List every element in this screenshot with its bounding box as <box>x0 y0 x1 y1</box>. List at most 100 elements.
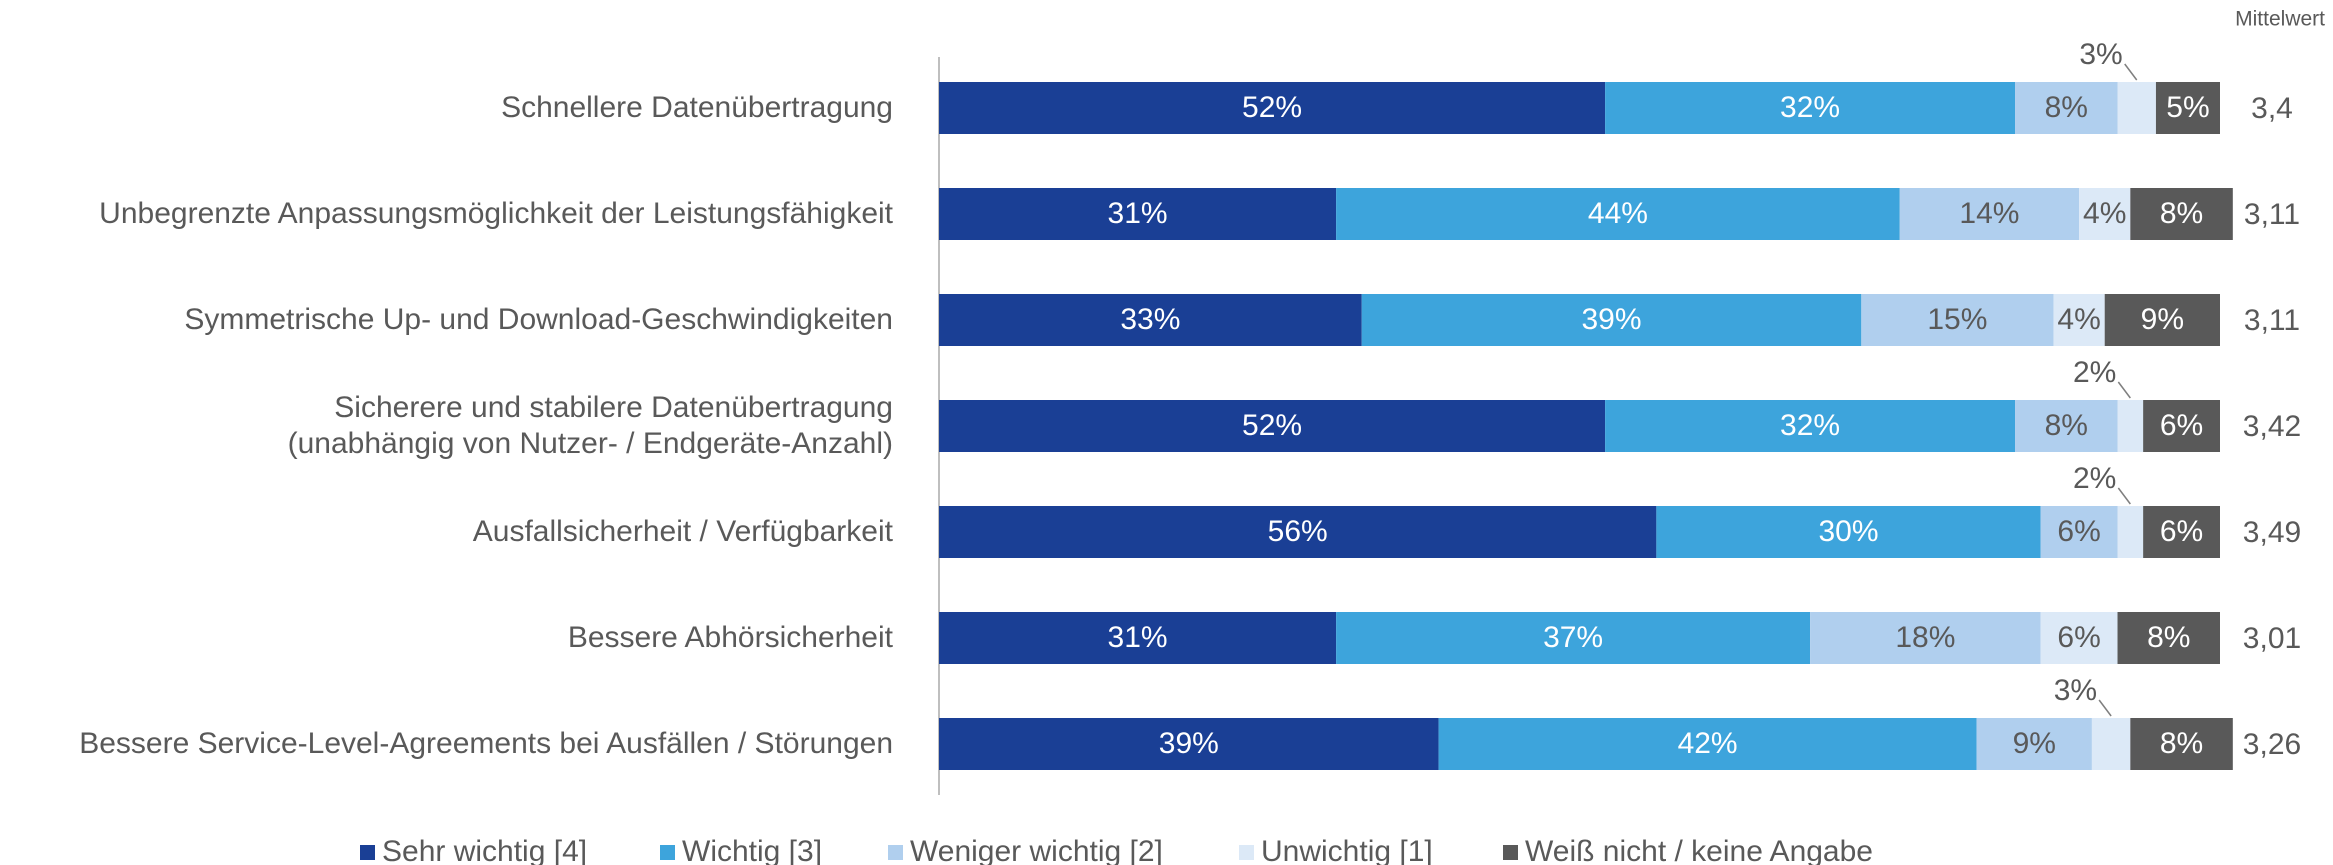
legend-label: Weiß nicht / keine Angabe <box>1525 835 1873 865</box>
category-label: Sicherere und stabilere Datenübertragung… <box>287 391 893 460</box>
bar-segment <box>2040 612 2118 664</box>
value-label: 2% <box>2073 462 2116 495</box>
value-label: 14% <box>1959 197 2019 230</box>
bar-segment <box>2143 506 2220 558</box>
category-label: Bessere Service-Level-Agreements bei Aus… <box>79 727 893 760</box>
mean-label: 3,42 <box>2243 410 2301 443</box>
bar-segment <box>1438 718 1977 770</box>
bar-segment <box>2155 82 2220 134</box>
category-label: Unbegrenzte Anpassungsmöglichkeit der Le… <box>99 197 893 230</box>
value-label: 9% <box>2141 303 2184 336</box>
bar-segment <box>2130 188 2233 240</box>
value-label: 3% <box>2079 38 2122 71</box>
value-label: 9% <box>2013 727 2056 760</box>
value-label: 33% <box>1120 303 1180 336</box>
value-label: 5% <box>2166 91 2209 124</box>
value-label: 30% <box>1818 515 1878 548</box>
bar-segment <box>2117 82 2156 134</box>
bar-segment <box>2040 506 2118 558</box>
mean-label: 3,49 <box>2243 516 2301 549</box>
bar-segment <box>2117 612 2220 664</box>
mean-label: 3,11 <box>2244 198 2300 231</box>
bar-segment <box>1605 82 2016 134</box>
bar-segment <box>1361 294 1862 346</box>
legend-label: Wichtig [3] <box>682 835 822 865</box>
bar-segment <box>2079 188 2131 240</box>
mean-header: Mittelwert <box>2235 8 2325 31</box>
value-label: 2% <box>2073 356 2116 389</box>
legend-label: Sehr wichtig [4] <box>382 835 587 865</box>
value-label: 56% <box>1268 515 1328 548</box>
bar-segment <box>2130 718 2233 770</box>
leader-line <box>2124 63 2138 81</box>
bar-segment <box>1861 294 2054 346</box>
value-label: 4% <box>2083 197 2126 230</box>
bar-segment <box>939 612 1337 664</box>
bar-segment <box>1656 506 2041 558</box>
bar-segment <box>939 188 1337 240</box>
value-label: 6% <box>2160 409 2203 442</box>
bar-segment <box>1336 188 1900 240</box>
value-label: 39% <box>1582 303 1642 336</box>
leader-line <box>2098 699 2112 717</box>
bar-segment <box>2104 294 2220 346</box>
legend-swatch <box>660 845 675 860</box>
mean-label: 3,4 <box>2251 92 2293 125</box>
bar-segment <box>2143 400 2220 452</box>
legend-swatch <box>1239 845 1254 860</box>
value-label: 8% <box>2045 409 2088 442</box>
mean-label: 3,01 <box>2243 622 2301 655</box>
bar-segment <box>2015 400 2118 452</box>
category-label: Symmetrische Up- und Download-Geschwindi… <box>184 303 893 336</box>
value-label: 6% <box>2057 621 2100 654</box>
legend-label: Unwichtig [1] <box>1261 835 1433 865</box>
bar-segment <box>939 82 1606 134</box>
value-label: 8% <box>2160 197 2203 230</box>
value-label: 44% <box>1588 197 1648 230</box>
value-label: 8% <box>2045 91 2088 124</box>
category-label: Schnellere Datenübertragung <box>501 91 893 124</box>
value-label: 52% <box>1242 409 1302 442</box>
legend-swatch <box>1503 845 1518 860</box>
value-label: 4% <box>2057 303 2100 336</box>
bar-segment <box>2117 400 2144 452</box>
value-label: 8% <box>2147 621 2190 654</box>
value-label: 31% <box>1108 197 1168 230</box>
bar-segment <box>939 400 1606 452</box>
value-label: 18% <box>1895 621 1955 654</box>
value-label: 31% <box>1108 621 1168 654</box>
bar-segment <box>1976 718 2092 770</box>
leader-line <box>2117 487 2131 505</box>
value-label: 6% <box>2160 515 2203 548</box>
value-label: 52% <box>1242 91 1302 124</box>
bar-segment <box>2015 82 2118 134</box>
value-label: 6% <box>2057 515 2100 548</box>
mean-label: 3,11 <box>2244 304 2300 337</box>
category-label: Ausfallsicherheit / Verfügbarkeit <box>472 515 893 548</box>
bar-segment <box>1605 400 2016 452</box>
value-label: 32% <box>1780 409 1840 442</box>
legend-swatch <box>888 845 903 860</box>
bar-segment <box>2091 718 2131 770</box>
legend-swatch <box>360 845 375 860</box>
value-label: 42% <box>1678 727 1738 760</box>
value-label: 3% <box>2054 674 2097 707</box>
value-label: 15% <box>1927 303 1987 336</box>
bar-segment <box>2053 294 2105 346</box>
mean-label: 3,26 <box>2243 728 2301 761</box>
value-label: 32% <box>1780 91 1840 124</box>
bar-segment <box>1899 188 2080 240</box>
category-label: Bessere Abhörsicherheit <box>567 621 893 654</box>
value-label: 39% <box>1159 727 1219 760</box>
bar-segment <box>1810 612 2041 664</box>
value-label: 37% <box>1543 621 1603 654</box>
bar-segment <box>2117 506 2144 558</box>
bar-segment <box>939 294 1362 346</box>
leader-line <box>2117 381 2131 399</box>
value-label: 8% <box>2160 727 2203 760</box>
bar-segment <box>939 506 1657 558</box>
bar-segment <box>939 718 1439 770</box>
bar-segment <box>1336 612 1811 664</box>
